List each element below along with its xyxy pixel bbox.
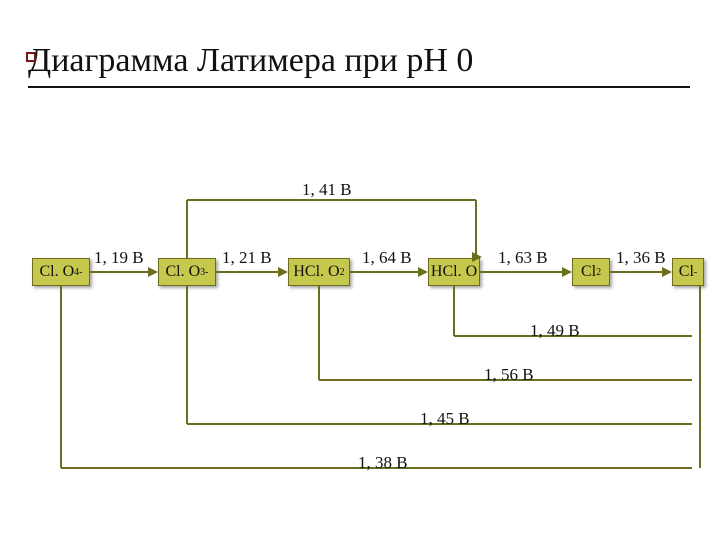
arc-label: 1, 56 В	[484, 365, 534, 385]
species-node-clo3: Cl. O3-	[158, 258, 216, 286]
connector-h	[216, 271, 280, 273]
species-node-hclo2: HCl. O2	[288, 258, 350, 286]
arc-label: 1, 45 В	[420, 409, 470, 429]
species-node-clo4: Cl. O4-	[32, 258, 90, 286]
edge-label: 1, 19 В	[94, 248, 144, 268]
edge-label: 1, 63 В	[498, 248, 548, 268]
connector-v	[699, 286, 701, 468]
arrow-icon	[278, 267, 288, 277]
edge-label: 1, 36 В	[616, 248, 666, 268]
arrow-icon	[148, 267, 158, 277]
arc-label: 1, 49 В	[530, 321, 580, 341]
arrow-icon	[662, 267, 672, 277]
connector-v	[186, 286, 188, 424]
connector-v	[60, 286, 62, 468]
arrow-icon	[472, 252, 482, 262]
species-node-hclo: HCl. O	[428, 258, 480, 286]
connector-h	[610, 271, 664, 273]
connector-v	[186, 200, 188, 258]
arc-label: 1, 38 В	[358, 453, 408, 473]
arrow-icon	[562, 267, 572, 277]
connector-v	[475, 200, 477, 258]
connector-v	[318, 286, 320, 380]
edge-label: 1, 21 В	[222, 248, 272, 268]
connector-h	[350, 271, 420, 273]
species-node-cl: Cl-	[672, 258, 704, 286]
diagram-stage: Cl. O4- Cl. O3- HCl. O2 HCl. O Cl2 Cl- 1, 19 В…	[0, 0, 720, 540]
edge-label: 1, 64 В	[362, 248, 412, 268]
connector-h	[90, 271, 150, 273]
connector-h	[480, 271, 564, 273]
arc-label: 1, 41 В	[302, 180, 352, 200]
connector-v	[453, 286, 455, 336]
species-node-cl2: Cl2	[572, 258, 610, 286]
arrow-icon	[418, 267, 428, 277]
